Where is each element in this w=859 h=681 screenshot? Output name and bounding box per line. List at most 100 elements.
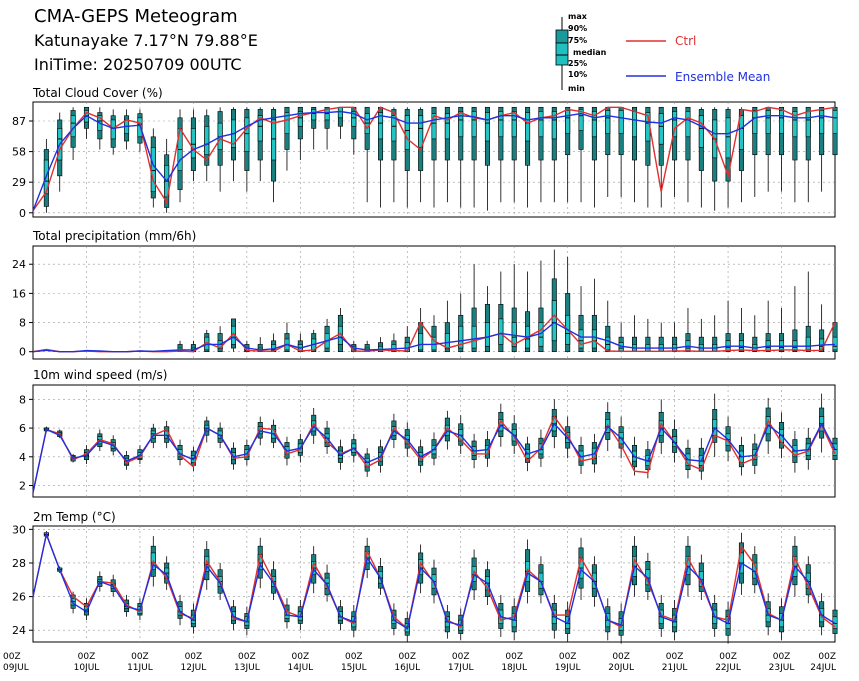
box-inner xyxy=(418,333,424,351)
box-inner xyxy=(378,112,384,140)
legend-box-label: max xyxy=(568,12,588,21)
ctrl-line xyxy=(32,106,836,212)
station-location: Katunayake 7.17°N 79.88°E xyxy=(34,31,258,50)
box-inner xyxy=(204,125,210,156)
box-inner xyxy=(484,322,490,347)
legend-box-label: 90% xyxy=(568,24,587,33)
y-tick-label: 8 xyxy=(19,317,26,330)
x-hour-label: 00Z xyxy=(398,652,416,662)
y-tick-label: 28 xyxy=(12,557,26,570)
box-inner xyxy=(725,117,731,159)
panel-title: Total Cloud Cover (%) xyxy=(32,86,163,100)
box-inner xyxy=(551,111,557,140)
box-inner xyxy=(538,111,544,138)
box-inner xyxy=(672,111,678,138)
box-inner xyxy=(498,318,504,345)
y-tick-label: 24 xyxy=(12,258,26,271)
y-tick-label: 0 xyxy=(19,346,26,359)
ensemble-mean-line xyxy=(32,321,836,353)
legend-box-label: 25% xyxy=(568,59,587,68)
panel-title: Total precipitation (mm/6h) xyxy=(32,229,196,243)
box-inner xyxy=(458,111,464,138)
box-inner xyxy=(444,113,450,140)
y-tick-label: 30 xyxy=(12,523,26,536)
box-inner xyxy=(484,112,490,142)
ensemble-mean-line xyxy=(32,110,836,211)
x-hour-label: 00Z xyxy=(452,652,470,662)
x-day-label: 14JUL xyxy=(287,663,313,673)
box-inner xyxy=(578,109,584,131)
y-tick-label: 8 xyxy=(19,393,26,406)
box-inner xyxy=(578,329,584,349)
panel-frame xyxy=(32,525,836,643)
y-tick-label: 2 xyxy=(19,480,26,493)
x-hour-label: 00Z xyxy=(78,652,96,662)
box-inner xyxy=(752,110,758,134)
panel-title: 10m wind speed (m/s) xyxy=(33,368,167,382)
x-day-label: 12JUL xyxy=(181,663,207,673)
ctrl-line xyxy=(32,314,836,353)
y-tick-label: 58 xyxy=(12,146,26,159)
box-inner xyxy=(551,300,557,342)
legend-box-lower xyxy=(555,42,569,66)
x-day-label: 22JUL xyxy=(715,663,741,673)
x-day-label: 24JUL xyxy=(810,663,836,673)
x-day-label: 13JUL xyxy=(234,663,260,673)
x-hour-label: 00Z xyxy=(238,652,256,662)
legend-box-label: min xyxy=(568,84,585,93)
x-day-label: 09JUL xyxy=(3,663,29,673)
box-inner xyxy=(311,109,317,121)
box-inner xyxy=(765,110,771,134)
panel-1 xyxy=(29,101,838,218)
x-hour-label: 00Z xyxy=(666,652,684,662)
legend xyxy=(555,17,666,90)
box-inner xyxy=(337,106,343,119)
box-inner xyxy=(605,336,611,351)
x-day-label: 11JUL xyxy=(127,663,153,673)
x-hour-label: 00Z xyxy=(559,652,577,662)
box-inner xyxy=(792,111,798,138)
box-inner xyxy=(819,110,825,134)
x-day-label: 16JUL xyxy=(394,663,420,673)
panel-title: 2m Temp (°C) xyxy=(33,510,116,524)
y-tick-label: 24 xyxy=(12,624,26,637)
box-inner xyxy=(605,110,611,134)
x-day-label: 17JUL xyxy=(448,663,474,673)
x-hour-label: 00Z xyxy=(292,652,310,662)
box-inner xyxy=(805,111,811,138)
box-inner xyxy=(150,147,156,192)
legend-box-label: 75% xyxy=(568,36,587,45)
y-tick-label: 16 xyxy=(12,287,26,300)
x-hour-label: 00Z xyxy=(3,652,21,662)
box-inner xyxy=(418,115,424,148)
x-day-label: 19JUL xyxy=(555,663,581,673)
box-inner xyxy=(658,113,664,145)
box-inner xyxy=(284,112,290,134)
box-inner xyxy=(244,117,250,152)
ensemble-mean-line xyxy=(32,422,836,493)
panel-3 xyxy=(29,384,838,498)
chart-title: CMA-GEPS Meteogram xyxy=(34,6,238,27)
box-inner xyxy=(471,325,477,349)
y-tick-label: 26 xyxy=(12,591,26,604)
box-inner xyxy=(351,111,357,127)
legend-box-upper xyxy=(555,29,569,44)
legend-mean-label: Ensemble Mean xyxy=(675,70,770,84)
box-inner xyxy=(324,109,330,121)
x-hour-label: 00Z xyxy=(719,652,737,662)
box-inner xyxy=(565,110,571,134)
ensemble-mean-line xyxy=(32,531,836,630)
y-tick-label: 4 xyxy=(19,451,26,464)
box-inner xyxy=(190,128,196,159)
x-day-label: 23JUL xyxy=(769,663,795,673)
box-inner xyxy=(257,115,263,142)
box-inner xyxy=(511,111,517,138)
box-inner xyxy=(271,119,277,161)
box-inner xyxy=(591,329,597,349)
x-day-label: 15JUL xyxy=(341,663,367,673)
x-hour-label: 00Z xyxy=(131,652,149,662)
box-inner xyxy=(404,115,410,150)
box-inner xyxy=(779,110,785,134)
init-time: IniTime: 20250709 00UTC xyxy=(34,55,242,74)
legend-box-label: median xyxy=(573,48,607,57)
